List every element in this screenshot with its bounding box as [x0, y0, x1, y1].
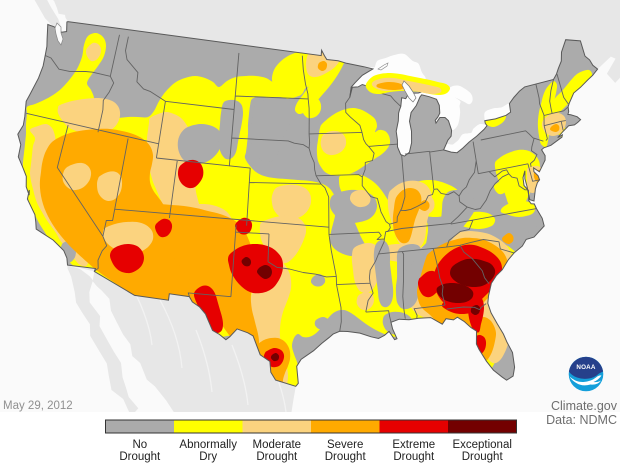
- svg-text:Extreme: Extreme: [392, 439, 435, 451]
- svg-text:Data: NDMC: Data: NDMC: [546, 413, 617, 427]
- svg-text:Dry: Dry: [199, 451, 217, 463]
- svg-text:NOAA: NOAA: [576, 364, 596, 371]
- svg-text:Drought: Drought: [462, 451, 504, 463]
- svg-text:Drought: Drought: [393, 451, 435, 463]
- svg-text:Drought: Drought: [325, 451, 367, 463]
- svg-text:Drought: Drought: [256, 451, 298, 463]
- svg-text:Moderate: Moderate: [253, 439, 302, 451]
- svg-text:Drought: Drought: [119, 451, 161, 463]
- svg-text:Exceptional: Exceptional: [452, 439, 511, 451]
- svg-text:Abnormally: Abnormally: [179, 439, 237, 451]
- svg-text:Severe: Severe: [327, 439, 363, 451]
- svg-text:Climate.gov: Climate.gov: [551, 399, 618, 413]
- svg-text:No: No: [132, 439, 147, 451]
- svg-text:May 29, 2012: May 29, 2012: [3, 400, 73, 412]
